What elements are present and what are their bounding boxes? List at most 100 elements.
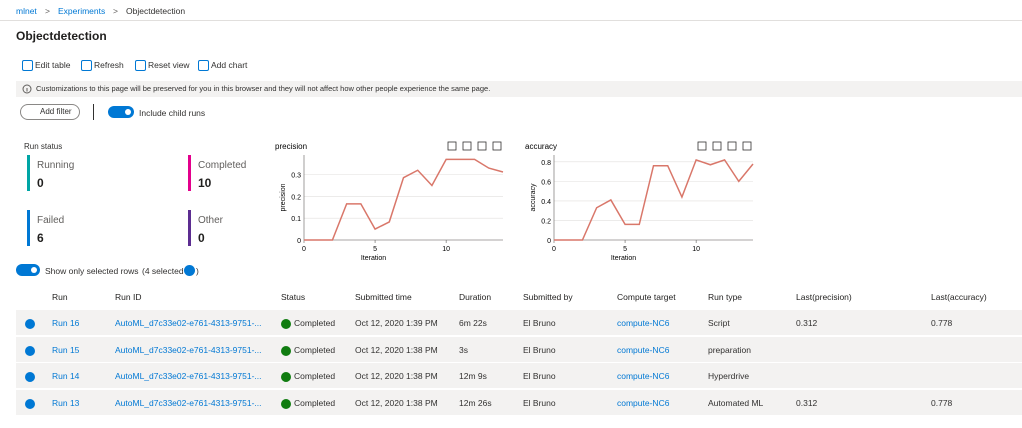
cell-link[interactable]: AutoML_d7c33e02-e761-4313-9751-... (115, 345, 262, 355)
x-tick-label: 0 (552, 246, 556, 253)
status-label: Other (198, 215, 224, 226)
cell-link[interactable]: Run 14 (52, 371, 80, 381)
y-tick-label: 0.2 (291, 194, 301, 201)
chart: accuracy 0 0.2 0.4 0.6 0.8 0 5 10 Iteration accura… (525, 141, 754, 262)
column-header[interactable]: Compute target (617, 292, 676, 302)
toolbar-button[interactable]: Reset view (148, 60, 190, 70)
x-tick-label: 0 (302, 246, 306, 253)
row-checkbox[interactable] (25, 399, 35, 409)
status-label: Running (37, 160, 75, 171)
row-background (16, 390, 1022, 415)
chart-title: precision (275, 142, 307, 151)
cell: Completed (294, 398, 336, 408)
x-tick-label: 5 (623, 246, 627, 253)
row-background (16, 337, 1022, 362)
status-count: 10 (198, 176, 212, 190)
toolbar-icon[interactable] (81, 60, 92, 71)
cell-link[interactable]: Run 15 (52, 345, 80, 355)
cell-link[interactable]: AutoML_d7c33e02-e761-4313-9751-... (115, 398, 262, 408)
separator (93, 104, 94, 120)
cell: 0.312 (796, 318, 818, 328)
cell-link[interactable]: AutoML_d7c33e02-e761-4313-9751-... (115, 318, 262, 328)
selected-count: (4 selected (142, 266, 184, 276)
y-axis-label: accuracy (530, 183, 537, 212)
toolbar-icon[interactable] (198, 60, 209, 71)
cell-link[interactable]: compute-NC6 (617, 371, 670, 381)
cell: Oct 12, 2020 1:38 PM (355, 371, 438, 381)
column-header[interactable]: Last(precision) (796, 292, 852, 302)
add-filter-button[interactable] (20, 104, 80, 120)
cell: 3s (459, 345, 468, 355)
y-tick-label: 0.1 (291, 216, 301, 223)
status-icon (281, 399, 291, 409)
toolbar-button[interactable]: Add chart (211, 60, 248, 70)
column-header[interactable]: Run type (708, 292, 743, 302)
show-selected-label: Show only selected rows (45, 266, 139, 276)
cell-link[interactable]: compute-NC6 (617, 398, 670, 408)
row-checkbox[interactable] (25, 372, 35, 382)
breadcrumb-item[interactable]: mlnet (16, 6, 37, 16)
notice-text: Customizations to this page will be pres… (36, 84, 491, 93)
run-status-title: Run status (24, 142, 63, 151)
y-tick-label: 0.2 (541, 218, 551, 225)
status-bar (27, 210, 30, 246)
info-icon (22, 84, 32, 94)
y-tick-label: 0.6 (541, 179, 551, 186)
cell: 0.312 (796, 398, 818, 408)
status-bar (188, 210, 191, 246)
chart-title: accuracy (525, 142, 557, 151)
breadcrumb-item: Objectdetection (126, 6, 186, 16)
cell: Hyperdrive (708, 371, 750, 381)
column-header[interactable]: Submitted time (355, 292, 412, 302)
page-title: Objectdetection (16, 29, 107, 43)
chart-action-icon (492, 141, 502, 151)
chart-action-icon (697, 141, 707, 151)
toolbar-icon[interactable] (22, 60, 33, 71)
x-tick-label: 10 (442, 246, 450, 253)
status-label: Completed (198, 160, 247, 171)
add-filter-label[interactable]: Add filter (40, 107, 72, 116)
cell-link[interactable]: compute-NC6 (617, 318, 670, 328)
line-series (554, 158, 754, 241)
cell: El Bruno (523, 398, 556, 408)
column-header[interactable]: Run (52, 292, 68, 302)
cell: Oct 12, 2020 1:39 PM (355, 318, 438, 328)
toolbar-icon[interactable] (135, 60, 146, 71)
y-tick-label: 0 (547, 238, 551, 245)
clear-selection[interactable] (184, 265, 195, 276)
toolbar-button[interactable]: Refresh (94, 60, 124, 70)
y-tick-label: 0.3 (291, 173, 301, 180)
breadcrumb-separator: > (113, 6, 118, 16)
status-count: 0 (198, 231, 205, 245)
breadcrumb-separator: > (45, 6, 50, 16)
toggle-label: Include child runs (139, 108, 206, 118)
row-checkbox[interactable] (25, 346, 35, 356)
cell-link[interactable]: Run 13 (52, 398, 80, 408)
toggle[interactable] (16, 264, 40, 276)
column-header[interactable]: Last(accuracy) (931, 292, 987, 302)
row-checkbox[interactable] (25, 319, 35, 329)
line-series (304, 158, 504, 241)
chart-action-icon (477, 141, 487, 151)
chart-action-icon (712, 141, 722, 151)
cell-link[interactable]: Run 16 (52, 318, 80, 328)
column-header[interactable]: Status (281, 292, 306, 302)
cell: El Bruno (523, 318, 556, 328)
column-header[interactable]: Run ID (115, 292, 142, 302)
cell: 12m 9s (459, 371, 487, 381)
status-bar (188, 155, 191, 191)
breadcrumb-item[interactable]: Experiments (58, 6, 106, 16)
column-header[interactable]: Submitted by (523, 292, 573, 302)
cell-link[interactable]: compute-NC6 (617, 345, 670, 355)
chart-action-icon (462, 141, 472, 151)
cell: El Bruno (523, 371, 556, 381)
toggle[interactable] (108, 106, 134, 118)
status-bar (27, 155, 30, 191)
cell: Oct 12, 2020 1:38 PM (355, 345, 438, 355)
cell: Completed (294, 345, 336, 355)
toolbar-button[interactable]: Edit table (35, 60, 71, 70)
y-axis-label: precision (280, 183, 287, 211)
cell-link[interactable]: AutoML_d7c33e02-e761-4313-9751-... (115, 371, 262, 381)
column-header[interactable]: Duration (459, 292, 492, 302)
